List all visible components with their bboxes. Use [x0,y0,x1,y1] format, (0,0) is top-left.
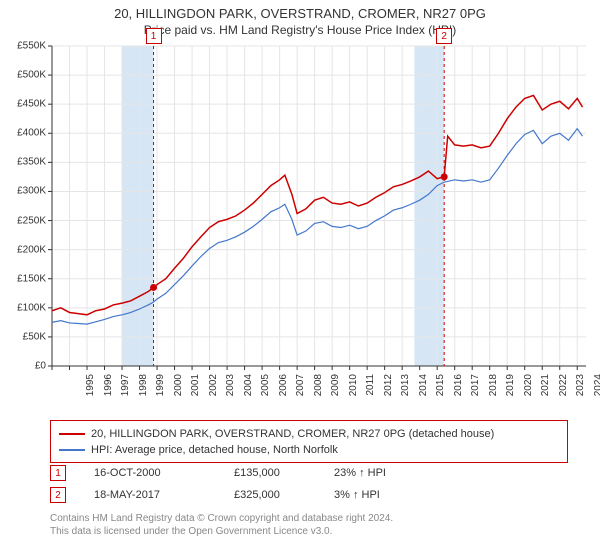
y-tick-label: £0 [35,361,46,372]
x-tick-label: 1996 [103,374,114,404]
legend-row: HPI: Average price, detached house, Nort… [59,442,559,458]
x-tick-label: 2018 [488,374,499,404]
x-tick-label: 2024 [593,374,600,404]
x-tick-label: 2007 [295,374,306,404]
x-tick-label: 2013 [400,374,411,404]
x-tick-label: 2014 [418,374,429,404]
legend-swatch [59,433,85,435]
x-tick-label: 2019 [505,374,516,404]
x-tick-label: 2023 [575,374,586,404]
event-date: 18-MAY-2017 [94,489,234,501]
y-tick-label: £150K [17,273,46,284]
x-tick-label: 2016 [453,374,464,404]
y-tick-label: £250K [17,215,46,226]
y-tick-label: £100K [17,302,46,313]
event-row: 2 18-MAY-2017£325,0003% ↑ HPI [50,484,386,506]
x-tick-label: 1995 [85,374,96,404]
legend-label: 20, HILLINGDON PARK, OVERSTRAND, CROMER,… [91,428,494,440]
chart-subtitle: Price paid vs. HM Land Registry's House … [0,21,600,37]
x-tick-label: 2000 [173,374,184,404]
x-tick-label: 2017 [470,374,481,404]
event-delta: 3% ↑ HPI [334,489,380,501]
footer-text: Contains HM Land Registry data © Crown c… [50,512,393,538]
x-tick-label: 2022 [558,374,569,404]
chart-area: £0 £50K £100K £150K £200K £250K £300K £350K £400… [4,42,596,412]
event-price: £135,000 [234,467,334,479]
chart-container: 20, HILLINGDON PARK, OVERSTRAND, CROMER,… [0,0,600,560]
y-tick-label: £350K [17,157,46,168]
footer-line1: Contains HM Land Registry data © Crown c… [50,512,393,525]
x-tick-label: 2006 [278,374,289,404]
y-tick-label: £400K [17,128,46,139]
legend-swatch [59,449,85,451]
events-table: 1 16-OCT-2000£135,00023% ↑ HPI 2 18-MAY-201… [50,462,386,506]
x-tick-label: 2002 [208,374,219,404]
legend-label: HPI: Average price, detached house, Nort… [91,444,338,456]
x-tick-label: 2011 [365,374,376,404]
x-tick-label: 2008 [313,374,324,404]
x-tick-label: 1997 [120,374,131,404]
event-delta: 23% ↑ HPI [334,467,386,479]
legend-box: 20, HILLINGDON PARK, OVERSTRAND, CROMER,… [50,420,568,463]
y-tick-label: £500K [17,70,46,81]
event-row-marker: 1 [50,465,66,481]
x-tick-label: 2021 [540,374,551,404]
event-marker-1: 1 [146,28,162,44]
x-tick-label: 2010 [348,374,359,404]
x-tick-label: 2003 [225,374,236,404]
x-tick-label: 2001 [190,374,201,404]
event-price: £325,000 [234,489,334,501]
y-tick-label: £300K [17,186,46,197]
y-tick-label: £450K [17,99,46,110]
x-tick-label: 2009 [330,374,341,404]
event-date: 16-OCT-2000 [94,467,234,479]
x-tick-label: 2005 [260,374,271,404]
x-tick-label: 2012 [383,374,394,404]
event-marker-2: 2 [436,28,452,44]
chart-title: 20, HILLINGDON PARK, OVERSTRAND, CROMER,… [0,0,600,21]
y-tick-label: £50K [23,331,46,342]
y-tick-label: £550K [17,41,46,52]
x-tick-label: 2004 [243,374,254,404]
x-tick-label: 2020 [523,374,534,404]
x-tick-label: 2015 [435,374,446,404]
y-tick-label: £200K [17,244,46,255]
event-row: 1 16-OCT-2000£135,00023% ↑ HPI [50,462,386,484]
footer-line2: This data is licensed under the Open Gov… [50,525,393,538]
x-tick-label: 1998 [138,374,149,404]
chart-svg [4,42,596,412]
legend-row: 20, HILLINGDON PARK, OVERSTRAND, CROMER,… [59,426,559,442]
event-row-marker: 2 [50,487,66,503]
x-tick-label: 1999 [155,374,166,404]
